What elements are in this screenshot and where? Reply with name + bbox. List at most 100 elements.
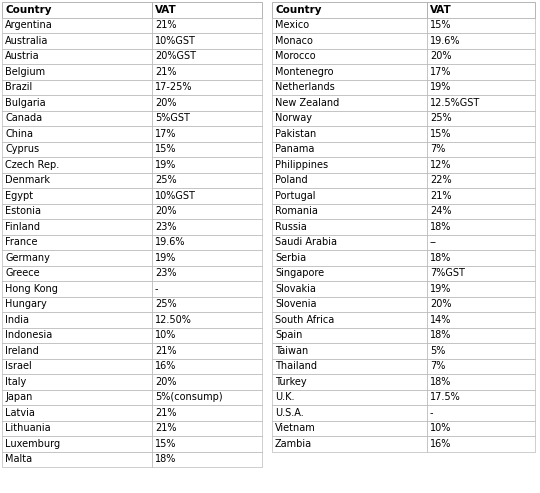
Text: Indonesia: Indonesia bbox=[5, 330, 52, 340]
Text: 19%: 19% bbox=[430, 82, 451, 92]
Bar bbox=[272, 173, 427, 188]
Text: 20%: 20% bbox=[155, 98, 177, 108]
Text: Romania: Romania bbox=[275, 206, 318, 216]
Bar bbox=[427, 219, 535, 235]
Bar bbox=[427, 421, 535, 436]
Text: 20%: 20% bbox=[155, 206, 177, 216]
Bar bbox=[152, 343, 262, 358]
Text: 12%: 12% bbox=[430, 160, 451, 170]
Text: 15%: 15% bbox=[430, 129, 451, 139]
Bar bbox=[272, 110, 427, 126]
Bar bbox=[272, 204, 427, 219]
Bar bbox=[427, 126, 535, 141]
Text: 20%: 20% bbox=[430, 299, 451, 309]
Text: Argentina: Argentina bbox=[5, 20, 53, 30]
Bar bbox=[2, 48, 152, 64]
Bar bbox=[2, 157, 152, 173]
Text: Brazil: Brazil bbox=[5, 82, 32, 92]
Bar bbox=[272, 17, 427, 33]
Bar bbox=[152, 2, 262, 17]
Text: Belgium: Belgium bbox=[5, 67, 45, 77]
Bar bbox=[2, 343, 152, 358]
Bar bbox=[272, 374, 427, 389]
Bar bbox=[152, 17, 262, 33]
Text: Egypt: Egypt bbox=[5, 191, 33, 201]
Text: Germany: Germany bbox=[5, 253, 50, 263]
Bar bbox=[427, 33, 535, 48]
Text: 18%: 18% bbox=[430, 253, 451, 263]
Bar bbox=[2, 95, 152, 110]
Bar bbox=[272, 33, 427, 48]
Text: 24%: 24% bbox=[430, 206, 451, 216]
Text: Country: Country bbox=[5, 5, 51, 15]
Bar bbox=[427, 389, 535, 405]
Bar bbox=[427, 235, 535, 250]
Bar bbox=[427, 436, 535, 452]
Text: -: - bbox=[155, 284, 159, 294]
Text: 17%: 17% bbox=[155, 129, 177, 139]
Bar bbox=[427, 2, 535, 17]
Text: Saudi Arabia: Saudi Arabia bbox=[275, 237, 337, 247]
Bar bbox=[152, 266, 262, 281]
Text: Italy: Italy bbox=[5, 377, 26, 387]
Text: New Zealand: New Zealand bbox=[275, 98, 339, 108]
Text: 19.6%: 19.6% bbox=[430, 36, 461, 46]
Bar bbox=[152, 173, 262, 188]
Bar bbox=[272, 95, 427, 110]
Text: 10%: 10% bbox=[155, 330, 177, 340]
Text: Norway: Norway bbox=[275, 113, 312, 123]
Text: 17%: 17% bbox=[430, 67, 451, 77]
Bar bbox=[152, 95, 262, 110]
Text: Canada: Canada bbox=[5, 113, 42, 123]
Text: Morocco: Morocco bbox=[275, 51, 315, 61]
Text: Philippines: Philippines bbox=[275, 160, 328, 170]
Bar bbox=[272, 312, 427, 327]
Text: 15%: 15% bbox=[430, 20, 451, 30]
Text: 16%: 16% bbox=[430, 439, 451, 449]
Bar bbox=[272, 126, 427, 141]
Bar bbox=[152, 452, 262, 467]
Text: Montenegro: Montenegro bbox=[275, 67, 334, 77]
Text: 21%: 21% bbox=[155, 423, 177, 433]
Text: Japan: Japan bbox=[5, 392, 32, 402]
Text: 25%: 25% bbox=[155, 299, 177, 309]
Bar bbox=[427, 374, 535, 389]
Text: Thailand: Thailand bbox=[275, 361, 317, 371]
Bar bbox=[272, 421, 427, 436]
Text: Lithuania: Lithuania bbox=[5, 423, 51, 433]
Text: 18%: 18% bbox=[430, 222, 451, 232]
Text: Estonia: Estonia bbox=[5, 206, 41, 216]
Text: 21%: 21% bbox=[155, 346, 177, 356]
Bar bbox=[152, 204, 262, 219]
Text: 15%: 15% bbox=[155, 439, 177, 449]
Text: 21%: 21% bbox=[155, 20, 177, 30]
Bar bbox=[152, 110, 262, 126]
Bar bbox=[427, 188, 535, 204]
Bar bbox=[427, 48, 535, 64]
Bar bbox=[427, 312, 535, 327]
Text: Bulgaria: Bulgaria bbox=[5, 98, 45, 108]
Bar bbox=[152, 281, 262, 296]
Bar bbox=[2, 250, 152, 266]
Text: --: -- bbox=[430, 237, 437, 247]
Bar bbox=[272, 389, 427, 405]
Text: 20%: 20% bbox=[430, 51, 451, 61]
Bar bbox=[2, 173, 152, 188]
Bar bbox=[2, 312, 152, 327]
Text: Australia: Australia bbox=[5, 36, 49, 46]
Bar bbox=[2, 2, 152, 17]
Text: 21%: 21% bbox=[430, 191, 451, 201]
Bar bbox=[427, 327, 535, 343]
Text: VAT: VAT bbox=[430, 5, 452, 15]
Text: France: France bbox=[5, 237, 37, 247]
Bar bbox=[152, 157, 262, 173]
Text: Czech Rep.: Czech Rep. bbox=[5, 160, 59, 170]
Text: 12.50%: 12.50% bbox=[155, 315, 192, 325]
Bar bbox=[2, 126, 152, 141]
Bar bbox=[2, 141, 152, 157]
Text: Hungary: Hungary bbox=[5, 299, 47, 309]
Bar bbox=[152, 296, 262, 312]
Text: 19%: 19% bbox=[155, 160, 177, 170]
Bar bbox=[152, 358, 262, 374]
Text: 20%: 20% bbox=[155, 377, 177, 387]
